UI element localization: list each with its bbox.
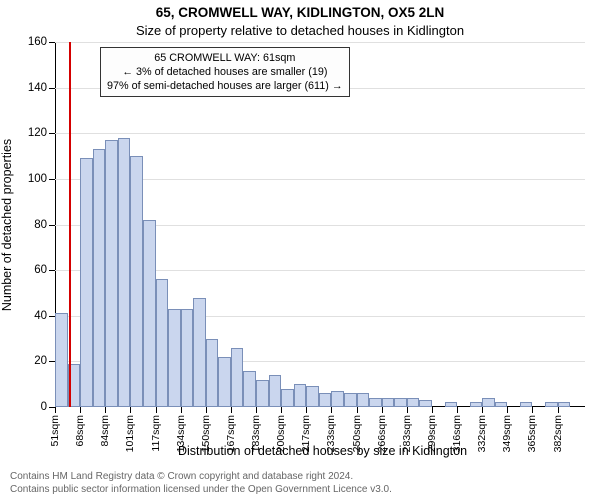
page-subtitle: Size of property relative to detached ho… xyxy=(0,23,600,38)
histogram-bar xyxy=(281,389,294,407)
annotation-line: 65 CROMWELL WAY: 61sqm xyxy=(107,51,343,65)
histogram-bar xyxy=(558,402,571,407)
histogram-bar xyxy=(445,402,458,407)
y-tick-label: 40 xyxy=(34,310,47,322)
histogram-bar xyxy=(269,375,282,407)
x-tick xyxy=(331,407,332,413)
x-tick xyxy=(130,407,131,413)
histogram-bar xyxy=(105,140,118,407)
histogram-bar xyxy=(156,279,169,407)
histogram-bar xyxy=(256,380,269,407)
y-tick-label: 60 xyxy=(34,264,47,276)
histogram-bar xyxy=(331,391,344,407)
histogram-bar xyxy=(243,371,256,408)
x-tick xyxy=(80,407,81,413)
y-tick xyxy=(49,179,55,180)
y-tick xyxy=(49,88,55,89)
histogram-bar xyxy=(319,393,332,407)
annotation-line: 97% of semi-detached houses are larger (… xyxy=(107,79,343,93)
x-tick xyxy=(432,407,433,413)
histogram-bar xyxy=(470,402,483,407)
histogram-bar xyxy=(382,398,395,407)
footer-line-1: Contains HM Land Registry data © Crown c… xyxy=(10,470,590,483)
histogram-bar xyxy=(206,339,219,407)
y-tick-label: 120 xyxy=(28,127,47,139)
gridline xyxy=(55,133,585,134)
histogram-bar xyxy=(80,158,93,407)
x-tick xyxy=(357,407,358,413)
histogram-bar xyxy=(93,149,106,407)
property-marker-line xyxy=(69,42,71,407)
x-tick xyxy=(231,407,232,413)
x-tick xyxy=(558,407,559,413)
x-tick xyxy=(482,407,483,413)
y-tick xyxy=(49,225,55,226)
y-axis-label: Number of detached properties xyxy=(0,0,14,450)
histogram-bar xyxy=(520,402,533,407)
footer-attribution: Contains HM Land Registry data © Crown c… xyxy=(10,470,590,496)
histogram-bar xyxy=(419,400,432,407)
histogram-bar xyxy=(545,402,558,407)
y-tick xyxy=(49,133,55,134)
histogram-bar xyxy=(181,309,194,407)
y-tick-label: 0 xyxy=(41,401,47,413)
page-title: 65, CROMWELL WAY, KIDLINGTON, OX5 2LN xyxy=(0,5,600,20)
y-tick-label: 160 xyxy=(28,36,47,48)
x-tick xyxy=(306,407,307,413)
gridline xyxy=(55,42,585,43)
histogram-bar xyxy=(306,386,319,407)
histogram-bar xyxy=(130,156,143,407)
y-tick-label: 140 xyxy=(28,82,47,94)
x-tick xyxy=(105,407,106,413)
y-tick xyxy=(49,270,55,271)
histogram-bar xyxy=(357,393,370,407)
x-tick-label: 51sqm xyxy=(49,415,61,447)
x-tick-label: 68sqm xyxy=(74,415,86,447)
x-tick xyxy=(206,407,207,413)
y-tick-label: 80 xyxy=(34,219,47,231)
histogram-bar xyxy=(294,384,307,407)
y-tick xyxy=(49,42,55,43)
x-tick xyxy=(507,407,508,413)
histogram-bar xyxy=(482,398,495,407)
x-tick xyxy=(281,407,282,413)
x-tick xyxy=(55,407,56,413)
histogram-bar xyxy=(344,393,357,407)
y-tick-label: 100 xyxy=(28,173,47,185)
histogram-bar xyxy=(369,398,382,407)
y-tick-label: 20 xyxy=(34,355,47,367)
histogram-bar xyxy=(193,298,206,408)
histogram-bar xyxy=(394,398,407,407)
histogram-bar xyxy=(143,220,156,407)
x-tick xyxy=(532,407,533,413)
histogram-bar xyxy=(218,357,231,407)
x-axis-label: Distribution of detached houses by size … xyxy=(55,444,590,458)
histogram-bar xyxy=(231,348,244,407)
annotation-line: ← 3% of detached houses are smaller (19) xyxy=(107,65,343,79)
x-tick xyxy=(181,407,182,413)
histogram-bar xyxy=(55,313,68,407)
x-tick xyxy=(382,407,383,413)
x-tick xyxy=(256,407,257,413)
histogram-bar xyxy=(407,398,420,407)
x-tick xyxy=(156,407,157,413)
histogram-bar xyxy=(118,138,131,407)
x-tick xyxy=(407,407,408,413)
x-tick-label: 84sqm xyxy=(99,415,111,447)
histogram-bar xyxy=(168,309,181,407)
x-tick xyxy=(457,407,458,413)
histogram-plot: 02040608010012014016051sqm68sqm84sqm101s… xyxy=(55,42,585,407)
annotation-box: 65 CROMWELL WAY: 61sqm← 3% of detached h… xyxy=(100,47,350,97)
histogram-bar xyxy=(495,402,508,407)
footer-line-2: Contains public sector information licen… xyxy=(10,483,590,496)
